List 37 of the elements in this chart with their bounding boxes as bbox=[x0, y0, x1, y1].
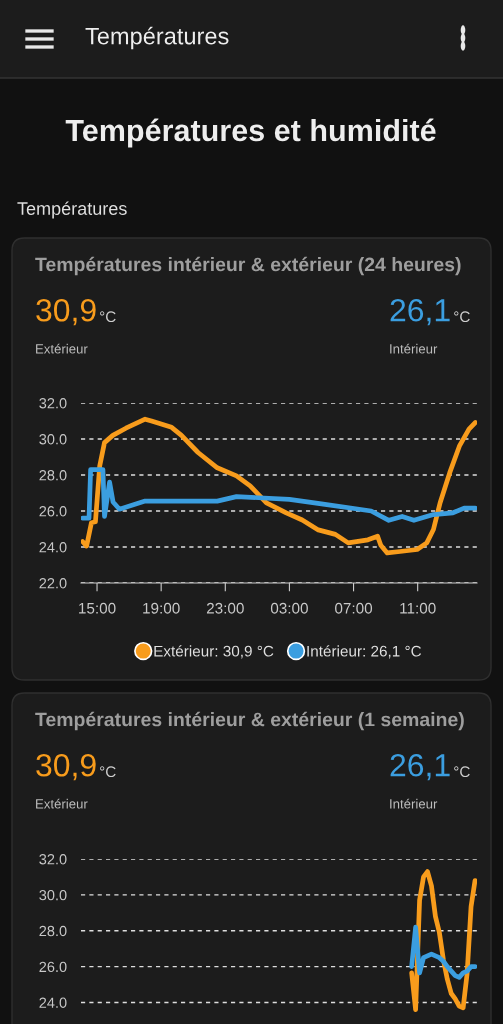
text: Intérieur bbox=[390, 798, 438, 809]
text: 26,1 bbox=[390, 298, 450, 326]
chart-title: Températures intérieur & extérieur (24 heures) bbox=[35, 256, 461, 276]
text: Extérieur bbox=[36, 798, 88, 809]
x-tick-label: 19:00 bbox=[143, 602, 180, 614]
y-tick-label: 22.0 bbox=[39, 578, 67, 589]
y-tick-label: 28.0 bbox=[39, 925, 67, 937]
x-tick-label: 11:00 bbox=[400, 602, 436, 614]
legend-label: Extérieur: 30,9 °C bbox=[154, 645, 274, 659]
text: 30,9 bbox=[36, 298, 96, 326]
text: Températures et humidité bbox=[65, 118, 436, 148]
y-tick-label: 32.0 bbox=[39, 854, 67, 865]
y-tick-label: 30.0 bbox=[39, 434, 67, 445]
y-tick-label: 24.0 bbox=[39, 997, 67, 1008]
line-series bbox=[409, 924, 477, 980]
chart-title: Températures intérieur & extérieur (1 semaine) bbox=[35, 711, 464, 731]
text: °C bbox=[454, 766, 470, 778]
y-tick-label: 32.0 bbox=[39, 398, 67, 409]
x-tick-label: 23:00 bbox=[206, 602, 244, 614]
text: 30,9 bbox=[36, 753, 96, 781]
x-tick-label: 07:00 bbox=[335, 602, 373, 614]
y-tick-label: 24.0 bbox=[39, 542, 67, 553]
x-tick-label: 15:00 bbox=[79, 602, 116, 614]
x-tick-label: 03:00 bbox=[270, 602, 308, 614]
text: Intérieur bbox=[390, 343, 438, 354]
y-tick-label: 28.0 bbox=[39, 470, 67, 481]
text: °C bbox=[100, 766, 116, 778]
y-tick-label: 26.0 bbox=[39, 961, 67, 973]
y-tick-label: 30.0 bbox=[39, 889, 67, 901]
text: °C bbox=[100, 311, 116, 323]
y-tick-label: 26.0 bbox=[39, 506, 67, 517]
text: Températures bbox=[17, 201, 127, 219]
text: Températures bbox=[85, 26, 229, 50]
text: Extérieur bbox=[36, 343, 88, 354]
text: °C bbox=[454, 311, 470, 323]
text: 26,1 bbox=[390, 753, 450, 781]
legend-label: Intérieur: 26,1 °C bbox=[307, 645, 422, 659]
